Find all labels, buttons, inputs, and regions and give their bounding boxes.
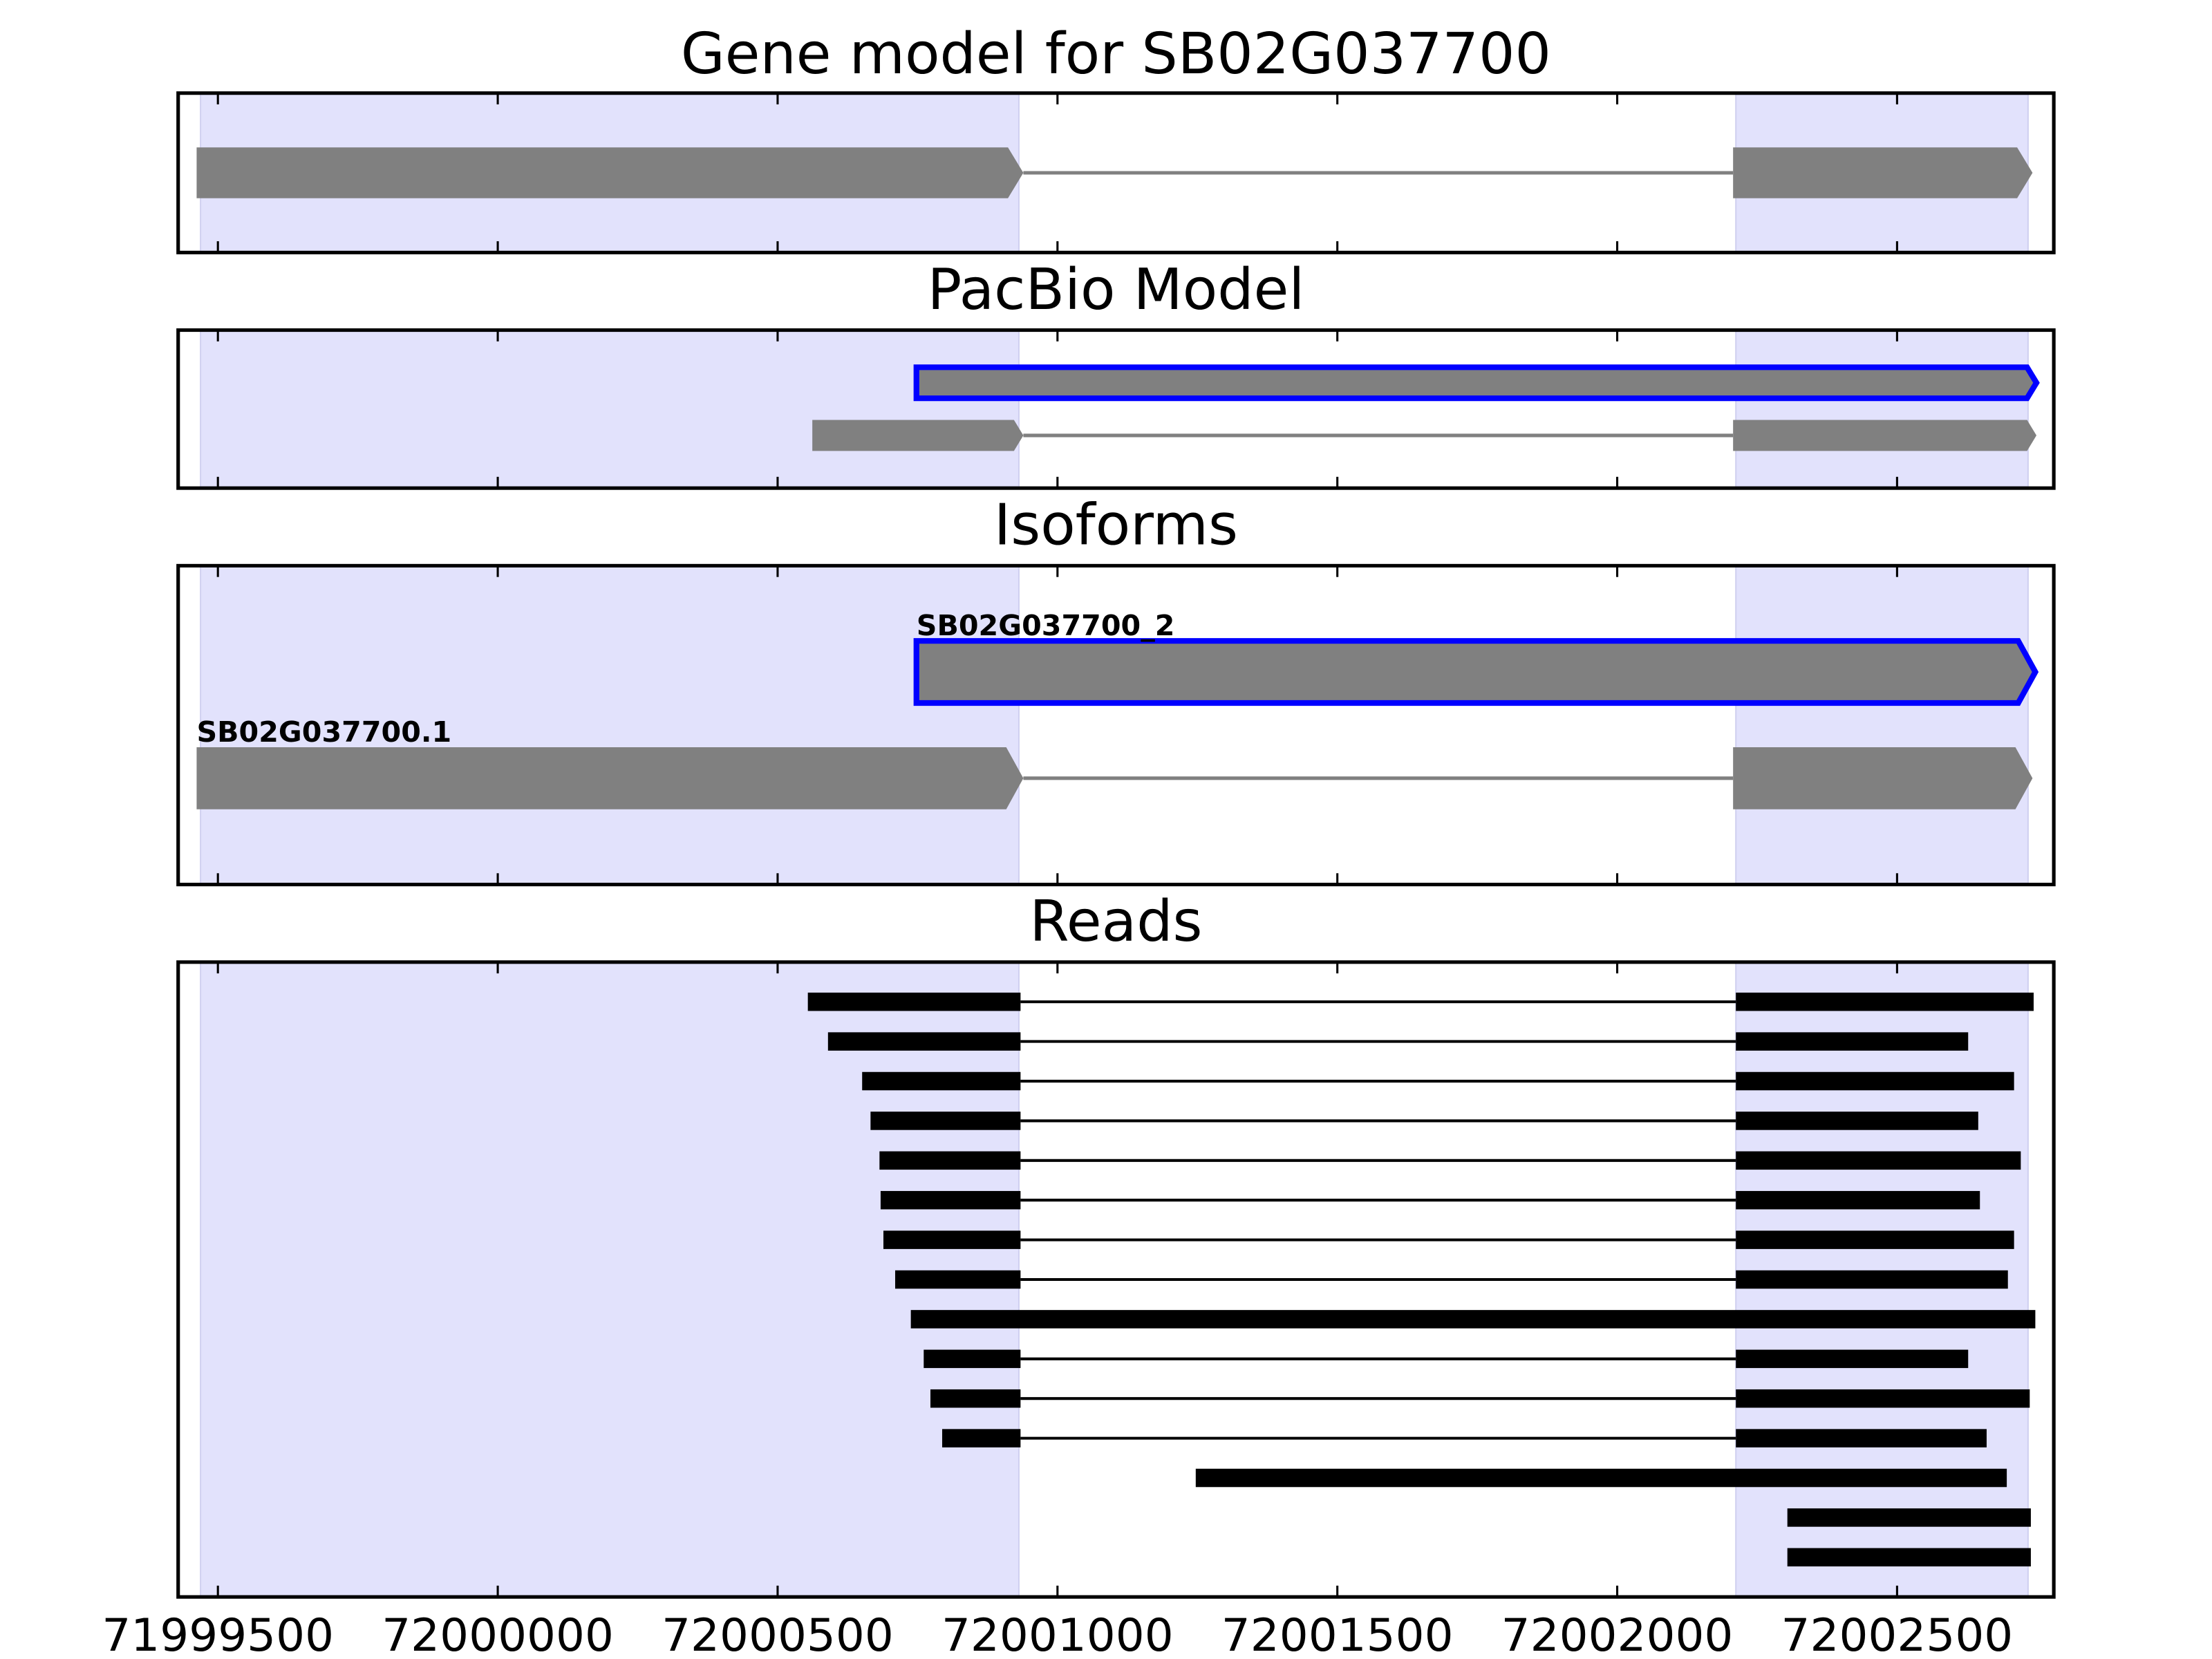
highlight	[1735, 565, 2029, 885]
x-tick-label: 72001500	[1221, 1609, 1454, 1659]
read-block	[930, 1389, 1021, 1408]
exon	[1733, 147, 2033, 198]
panel-title: Isoforms	[994, 493, 1238, 559]
x-tick-label: 72000500	[662, 1609, 894, 1659]
highlight	[200, 565, 1020, 885]
highlight	[1735, 329, 2029, 489]
read-block	[879, 1151, 1021, 1170]
read-block	[883, 1230, 1021, 1249]
read-block	[1736, 1190, 1980, 1210]
read-block	[924, 1349, 1021, 1369]
read-block	[1736, 1112, 1978, 1130]
read-block	[1787, 1548, 2031, 1567]
panel-frame	[176, 328, 2056, 490]
read-block	[880, 1190, 1021, 1210]
x-tick-label: 71999500	[102, 1609, 334, 1659]
read-block	[1736, 1230, 2014, 1249]
read-block	[827, 1032, 1021, 1051]
read-block	[1736, 1429, 1987, 1447]
x-tick-label: 72000000	[382, 1609, 614, 1659]
x-tick-label: 72002000	[1501, 1609, 1734, 1659]
x-tick-label: 72001000	[941, 1609, 1174, 1659]
exon	[812, 420, 1024, 451]
panel-title: Gene model for SB02G037700	[681, 22, 1551, 88]
read-block	[1736, 1270, 2008, 1289]
read-block	[1736, 1349, 1969, 1369]
isoform-label: SB02G037700.1	[196, 715, 451, 749]
highlight	[200, 961, 1020, 1598]
exon	[196, 147, 1024, 198]
read-block	[894, 1270, 1021, 1289]
panel-frame	[176, 960, 2056, 1599]
panel-title: Reads	[1029, 890, 1202, 955]
read-block	[910, 1310, 2036, 1329]
read-block	[870, 1112, 1021, 1130]
read-block	[1736, 1032, 1969, 1051]
exon	[1733, 747, 2033, 809]
panel-title: PacBio Model	[928, 257, 1305, 323]
x-tick-label: 72002500	[1781, 1609, 2014, 1659]
read-block	[942, 1429, 1021, 1447]
exon	[1733, 420, 2037, 451]
panel-frame	[176, 91, 2056, 254]
exon	[196, 747, 1024, 809]
read-block	[1736, 1071, 2014, 1091]
read-block	[1195, 1468, 2007, 1488]
read-block	[1736, 1389, 2030, 1408]
highlight	[200, 329, 1020, 489]
read-block	[1736, 1151, 2021, 1170]
read-block	[1736, 992, 2034, 1011]
panel-frame	[176, 563, 2056, 887]
isoform-label: SB02G037700_2	[917, 609, 1175, 642]
exon	[913, 638, 2039, 706]
read-block	[1787, 1508, 2031, 1527]
read-block	[807, 992, 1021, 1011]
exon	[913, 364, 2040, 402]
read-block	[862, 1071, 1021, 1091]
